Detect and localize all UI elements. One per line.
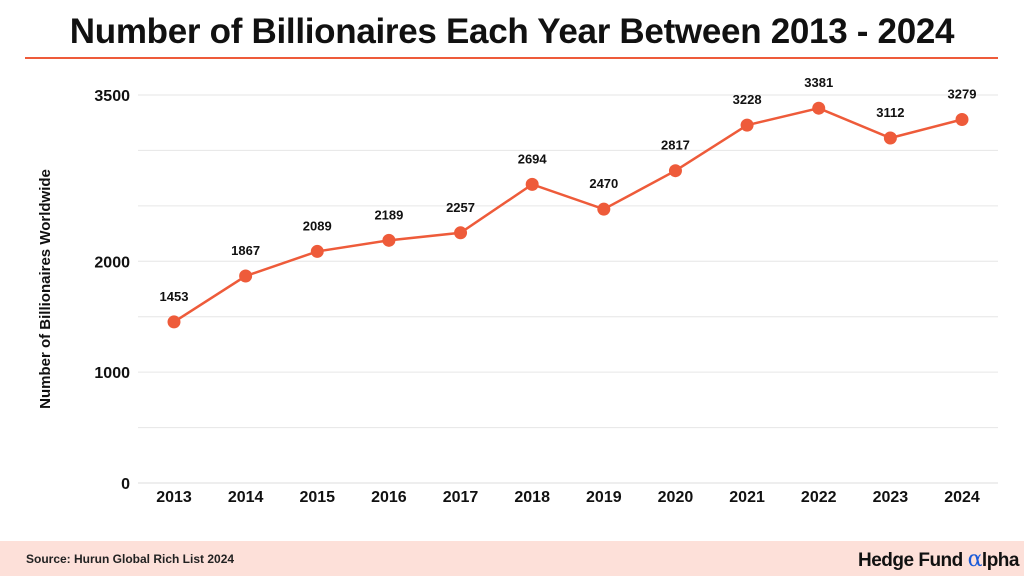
x-tick-label: 2015 xyxy=(299,489,335,506)
data-point xyxy=(525,177,539,191)
data-label: 3112 xyxy=(876,105,904,120)
x-tick-label: 2019 xyxy=(586,489,622,506)
x-tick-label: 2017 xyxy=(443,489,479,506)
x-tick-label: 2020 xyxy=(658,489,694,506)
x-tick-label: 2016 xyxy=(371,489,407,506)
data-point xyxy=(740,118,754,132)
brand-logo: Hedge Fund αlpha xyxy=(858,547,1019,572)
y-tick-label: 3500 xyxy=(94,88,130,105)
data-label: 1453 xyxy=(160,289,189,304)
data-label: 2089 xyxy=(303,218,332,233)
data-label: 1867 xyxy=(231,243,260,258)
data-label: 3279 xyxy=(948,86,977,101)
chart-title: Number of Billionaires Each Year Between… xyxy=(69,12,955,51)
line-chart: 0 1000 2000 3500 2013 2014 2015 2016 2017 2018 20… xyxy=(37,75,998,506)
data-label: 2470 xyxy=(589,176,618,191)
data-label: 3381 xyxy=(804,75,833,90)
data-point xyxy=(454,226,468,240)
y-axis-label: Number of Billionaires Worldwide xyxy=(37,169,54,409)
data-point xyxy=(668,164,682,178)
data-point xyxy=(597,202,611,216)
data-label: 2257 xyxy=(446,200,475,215)
x-tick-label: 2022 xyxy=(801,489,837,506)
data-point xyxy=(310,244,324,258)
y-tick-label: 0 xyxy=(121,476,130,493)
series-line xyxy=(173,106,963,323)
footer: Source: Hurun Global Rich List 2024 Hedg… xyxy=(0,541,1024,576)
data-point xyxy=(382,233,396,247)
x-tick-label: 2014 xyxy=(228,489,264,506)
y-tick-label: 2000 xyxy=(94,254,130,271)
data-point xyxy=(883,131,897,145)
data-point xyxy=(167,315,181,329)
data-point xyxy=(955,112,969,126)
y-tick-label: 1000 xyxy=(94,365,130,382)
x-tick-label: 2021 xyxy=(729,489,765,506)
data-label: 2189 xyxy=(374,207,403,222)
data-label: 3228 xyxy=(733,92,762,107)
title-divider xyxy=(25,57,998,59)
x-tick-label: 2013 xyxy=(156,489,192,506)
data-point xyxy=(812,101,826,115)
data-label: 2817 xyxy=(661,138,690,153)
x-tick-label: 2024 xyxy=(944,489,980,506)
data-point xyxy=(239,269,253,283)
data-label: 2694 xyxy=(518,151,548,166)
source-note: Source: Hurun Global Rich List 2024 xyxy=(26,552,235,566)
x-tick-label: 2018 xyxy=(514,489,550,506)
x-tick-label: 2023 xyxy=(873,489,909,506)
